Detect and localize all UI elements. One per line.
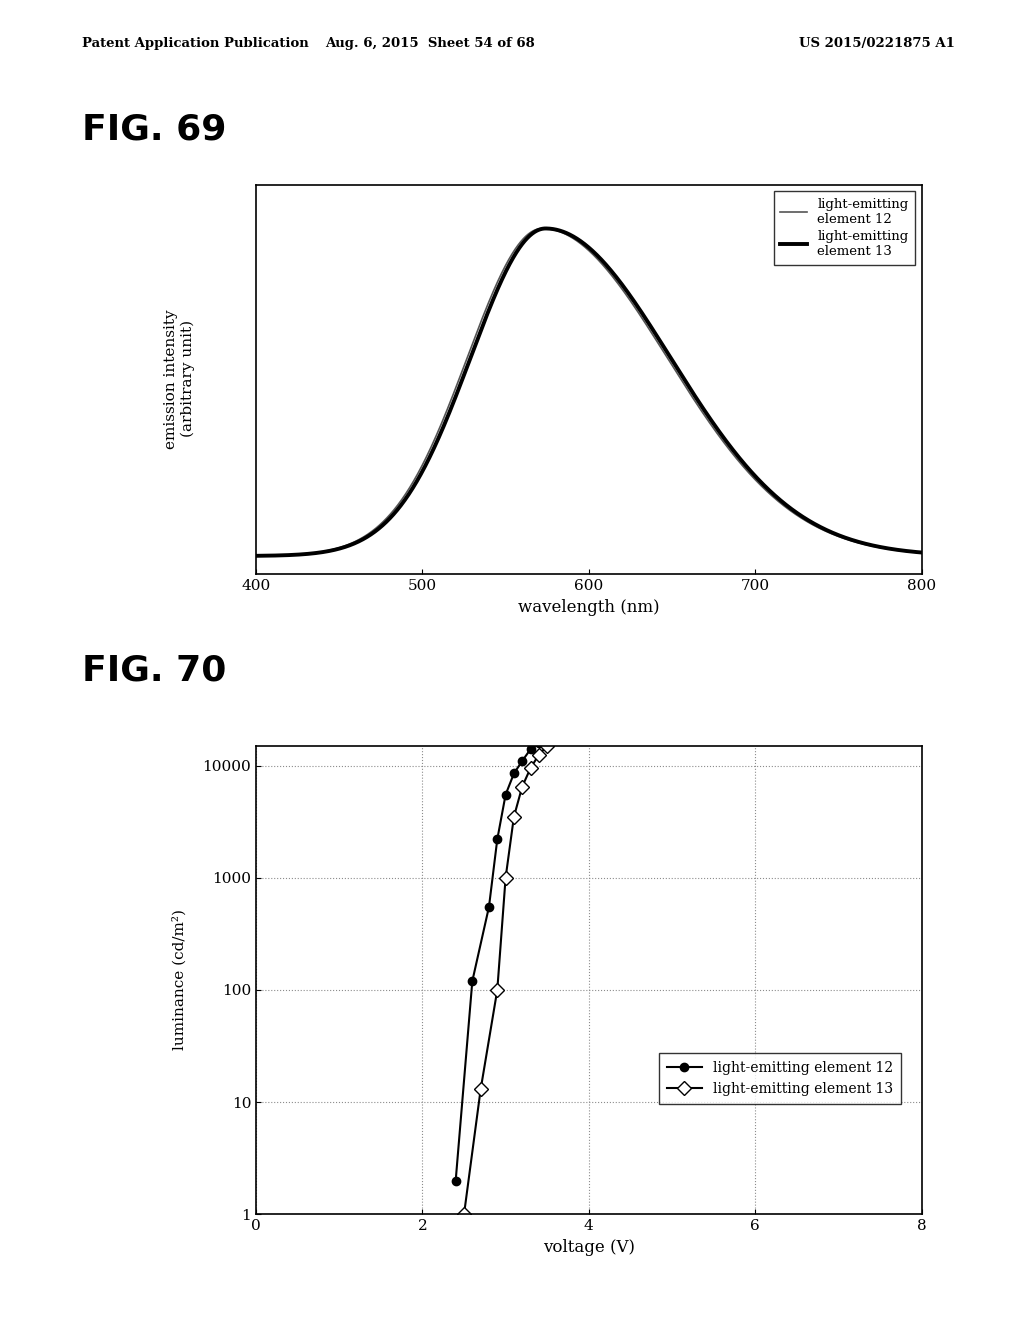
light-emitting
element 12 (556, 224, 568, 240)
X-axis label: wavelength (nm): wavelength (nm) (518, 598, 659, 615)
Legend: light-emitting element 12, light-emitting element 13: light-emitting element 12, light-emittin… (658, 1053, 901, 1105)
Text: emission intensity
(arbitrary unit): emission intensity (arbitrary unit) (164, 309, 195, 449)
light-emitting element 13 (474, 1081, 486, 1097)
X-axis label: voltage (V): voltage (V) (543, 1238, 635, 1255)
light-emitting element 13 (458, 1206, 470, 1222)
Text: FIG. 70: FIG. 70 (82, 653, 226, 688)
light-emitting
element 12 (284, 546, 296, 562)
light-emitting element 13 (532, 747, 545, 763)
light-emitting
element 13 (540, 220, 552, 236)
light-emitting element 13 (508, 809, 520, 825)
light-emitting
element 12 (537, 220, 549, 236)
Line: light-emitting
element 13: light-emitting element 13 (256, 228, 922, 556)
light-emitting element 12 (466, 973, 478, 989)
light-emitting
element 13 (896, 543, 908, 558)
light-emitting
element 13 (774, 492, 786, 508)
light-emitting element 12 (532, 735, 545, 751)
Text: FIG. 69: FIG. 69 (82, 112, 226, 147)
light-emitting
element 12 (915, 545, 928, 561)
light-emitting element 12 (483, 899, 496, 915)
light-emitting element 12 (450, 1172, 462, 1188)
light-emitting element 12 (524, 742, 537, 758)
Legend: light-emitting
element 12, light-emitting
element 13: light-emitting element 12, light-emittin… (773, 191, 915, 264)
Line: light-emitting
element 12: light-emitting element 12 (256, 228, 922, 556)
light-emitting
element 12 (774, 495, 786, 511)
light-emitting
element 12 (573, 235, 586, 251)
Line: light-emitting element 12: light-emitting element 12 (452, 738, 543, 1185)
light-emitting
element 13 (915, 545, 928, 561)
light-emitting element 13 (492, 982, 504, 998)
light-emitting element 12 (516, 752, 528, 768)
light-emitting element 13 (500, 870, 512, 886)
light-emitting
element 12 (896, 543, 908, 558)
Text: US 2015/0221875 A1: US 2015/0221875 A1 (799, 37, 954, 50)
light-emitting
element 13 (250, 548, 262, 564)
light-emitting element 13 (516, 779, 528, 795)
light-emitting element 12 (500, 787, 512, 803)
light-emitting
element 12 (250, 548, 262, 564)
Text: luminance (cd/m²): luminance (cd/m²) (172, 909, 186, 1049)
light-emitting element 13 (541, 738, 553, 754)
light-emitting
element 12 (896, 543, 908, 558)
light-emitting element 12 (492, 832, 504, 847)
Text: Patent Application Publication: Patent Application Publication (82, 37, 308, 50)
Line: light-emitting element 13: light-emitting element 13 (459, 741, 552, 1220)
light-emitting
element 13 (896, 543, 908, 558)
light-emitting
element 13 (573, 232, 586, 248)
light-emitting
element 13 (556, 223, 568, 239)
light-emitting
element 13 (284, 546, 296, 562)
Text: Aug. 6, 2015  Sheet 54 of 68: Aug. 6, 2015 Sheet 54 of 68 (326, 37, 535, 50)
light-emitting element 12 (508, 766, 520, 781)
light-emitting element 13 (524, 760, 537, 776)
